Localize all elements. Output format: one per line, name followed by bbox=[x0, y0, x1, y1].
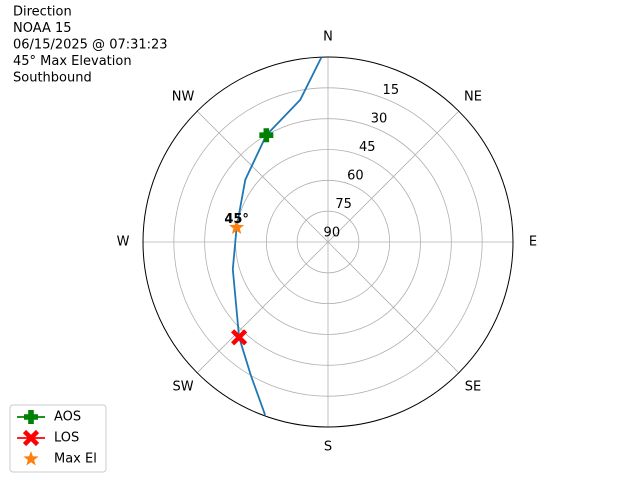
x-tick-label: NW bbox=[172, 90, 195, 105]
y-tick-label: 15 bbox=[383, 83, 400, 98]
legend-marker bbox=[22, 429, 40, 447]
value-label: 45° bbox=[224, 212, 249, 227]
x-tick-label: SW bbox=[172, 379, 193, 394]
grid-line bbox=[327, 110, 460, 243]
grid-line bbox=[196, 110, 329, 243]
y-tick-label: 90 bbox=[324, 225, 341, 240]
marker-plus bbox=[259, 128, 274, 143]
y-tick-label: 30 bbox=[371, 111, 388, 126]
grid-line bbox=[327, 241, 460, 374]
legend-label: LOS bbox=[54, 431, 79, 446]
title-line: 06/15/2025 @ 07:31:23 bbox=[13, 38, 168, 53]
title-line: 45° Max Elevation bbox=[13, 54, 132, 69]
x-tick-label: NE bbox=[464, 90, 482, 105]
track-line bbox=[231, 56, 323, 416]
legend-label: AOS bbox=[54, 410, 81, 425]
title-line: Southbound bbox=[13, 71, 92, 86]
title-line: Direction bbox=[13, 5, 72, 20]
y-tick-label: 60 bbox=[347, 168, 364, 183]
outer-frame bbox=[142, 56, 514, 428]
marker-star bbox=[229, 219, 245, 234]
y-tick-label: 45 bbox=[359, 140, 376, 155]
x-tick-label: N bbox=[323, 30, 333, 45]
x-tick-label: S bbox=[324, 440, 332, 455]
x-tick-label: W bbox=[117, 235, 130, 250]
title-line: NOAA 15 bbox=[13, 21, 72, 36]
legend-marker bbox=[24, 410, 38, 424]
x-tick-label: E bbox=[529, 235, 537, 250]
x-tick-label: SE bbox=[465, 379, 481, 394]
y-tick-label: 75 bbox=[335, 197, 352, 212]
legend-marker bbox=[23, 451, 39, 466]
legend-label: Max El bbox=[54, 452, 97, 467]
marker-x bbox=[231, 329, 248, 346]
legend-box bbox=[9, 404, 107, 473]
grid-line bbox=[196, 241, 329, 374]
